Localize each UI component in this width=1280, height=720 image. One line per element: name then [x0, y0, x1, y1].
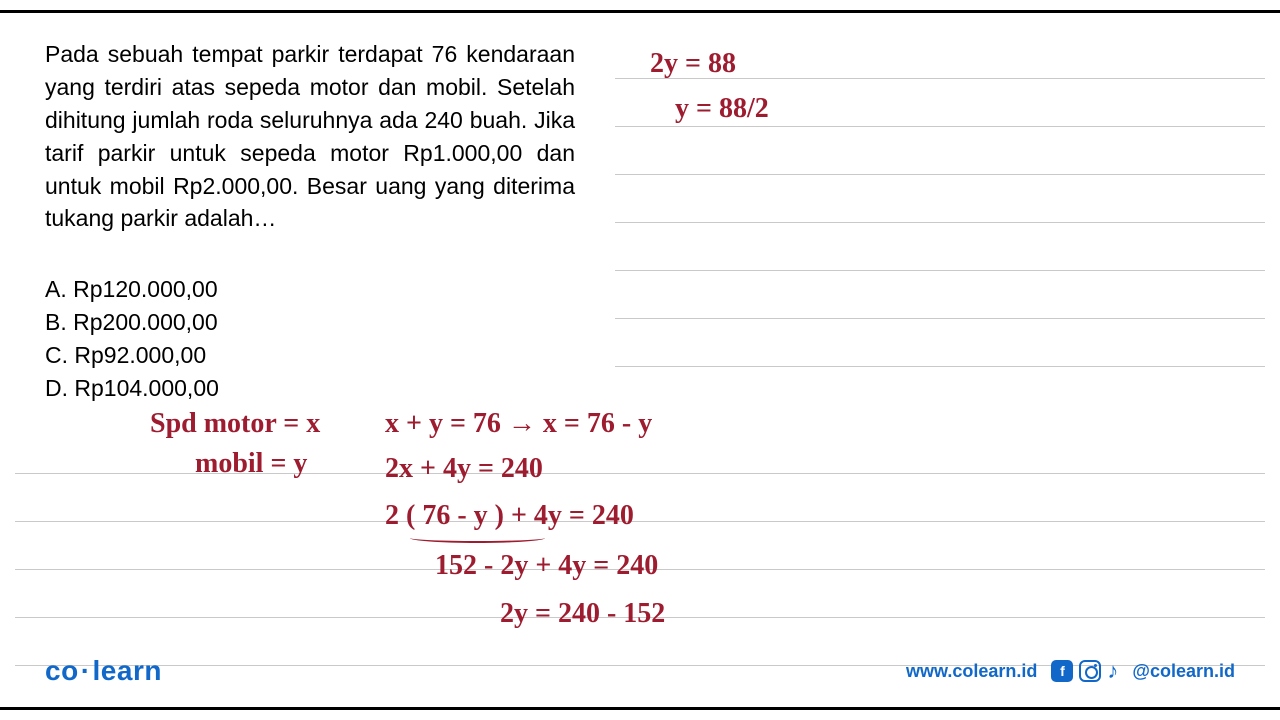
handwriting-line-3: Spd motor = x — [150, 408, 320, 440]
tiktok-icon: ♪ — [1107, 658, 1118, 684]
footer-right: www.colearn.id f ♪ @colearn.id — [906, 658, 1235, 684]
facebook-icon: f — [1051, 660, 1073, 682]
option-c: C. Rp92.000,00 — [45, 339, 219, 372]
handwriting-line-9: 2y = 240 - 152 — [500, 598, 665, 630]
handwriting-line-8: 152 - 2y + 4y = 240 — [435, 550, 658, 582]
footer: co·learn www.colearn.id f ♪ @colearn.id — [45, 655, 1235, 687]
option-d: D. Rp104.000,00 — [45, 372, 219, 405]
ruled-lines-top — [615, 38, 1265, 358]
social-icons: f ♪ — [1051, 658, 1118, 684]
handwriting-line-5: x + y = 76 → x = 76 - y — [385, 408, 652, 440]
handwriting-line-1: 2y = 88 — [650, 48, 736, 80]
option-a: A. Rp120.000,00 — [45, 273, 219, 306]
footer-url: www.colearn.id — [906, 661, 1037, 682]
logo-co: co — [45, 655, 79, 686]
logo-learn: learn — [93, 655, 162, 686]
content-area: Pada sebuah tempat parkir terdapat 76 ke… — [45, 38, 1235, 647]
handwriting-line-7: 2 ( 76 - y ) + 4y = 240 — [385, 500, 634, 532]
handwriting-line-6: 2x + 4y = 240 — [385, 453, 543, 485]
instagram-icon — [1079, 660, 1101, 682]
outer-frame: Pada sebuah tempat parkir terdapat 76 ke… — [0, 10, 1280, 710]
brand-logo: co·learn — [45, 655, 162, 687]
answer-options: A. Rp120.000,00 B. Rp200.000,00 C. Rp92.… — [45, 273, 219, 405]
handwriting-line-2: y = 88/2 — [675, 93, 769, 125]
handwriting-line-4: mobil = y — [195, 448, 307, 480]
option-b: B. Rp200.000,00 — [45, 306, 219, 339]
underline-curve — [410, 533, 545, 543]
footer-handle: @colearn.id — [1132, 661, 1235, 682]
logo-dot: · — [81, 655, 91, 686]
question-text: Pada sebuah tempat parkir terdapat 76 ke… — [45, 38, 575, 235]
